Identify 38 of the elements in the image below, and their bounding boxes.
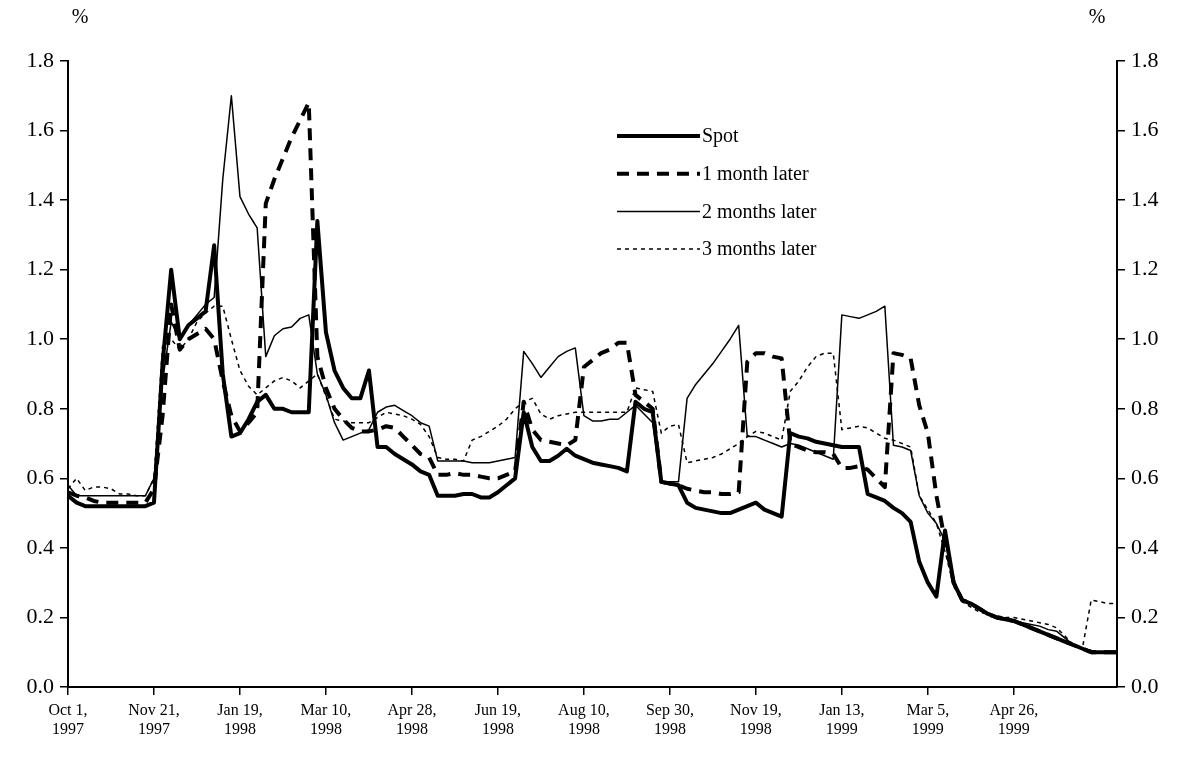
y2-tick-label: 1.2 <box>1131 255 1159 281</box>
y2-tick-label: 1.6 <box>1131 116 1159 142</box>
y2-tick-label: 1.0 <box>1131 325 1159 350</box>
y-tick-label: 0.4 <box>26 533 54 559</box>
y2-axis-title: % <box>1088 5 1106 28</box>
y2-tick-label: 0.2 <box>1131 603 1159 629</box>
x-tick-label: Jan 19, 1998 <box>217 700 263 737</box>
x-tick-label: Mar 5, 1999 <box>906 700 950 737</box>
x-tick-label: Nov 21, 1997 <box>128 700 180 737</box>
x-tick-label: Jun 19, 1998 <box>474 700 522 737</box>
y2-tick-label: 0.4 <box>1131 533 1159 559</box>
x-tick-label: Oct 1, 1997 <box>48 700 88 737</box>
x-tick-label: Nov 19, 1998 <box>730 700 782 737</box>
x-tick-label: Apr 26, 1999 <box>989 700 1039 737</box>
y-axis-title: % <box>71 5 89 28</box>
y2-tick-label: 0.0 <box>1131 672 1159 698</box>
x-tick-label: Mar 10, 1998 <box>300 700 352 737</box>
y2-tick-label: 0.6 <box>1131 464 1159 490</box>
y-tick-label: 0.8 <box>26 394 54 420</box>
y2-tick-label: 1.8 <box>1131 46 1159 72</box>
y2-tick-label: 0.8 <box>1131 394 1159 420</box>
y-tick-label: 1.0 <box>26 325 54 350</box>
y-tick-label: 0.6 <box>26 464 54 490</box>
y-tick-label: 0.2 <box>26 603 54 629</box>
legend-label: Spot <box>702 124 740 148</box>
y-tick-label: 1.8 <box>26 46 54 72</box>
x-tick-label: Jan 13, 1999 <box>819 700 865 737</box>
legend-label: 2 months later <box>702 199 817 222</box>
legend-label: 3 months later <box>702 237 817 260</box>
y-tick-label: 1.6 <box>26 116 54 142</box>
y-tick-label: 0.0 <box>26 672 54 698</box>
y-tick-label: 1.4 <box>26 185 54 211</box>
legend-label: 1 month later <box>702 161 809 184</box>
x-tick-label: Aug 10, 1998 <box>558 700 610 737</box>
y2-tick-label: 1.4 <box>1131 185 1159 211</box>
y-tick-label: 1.2 <box>26 255 54 281</box>
x-tick-label: Apr 28, 1998 <box>387 700 437 737</box>
x-tick-label: Sep 30, 1998 <box>645 700 694 737</box>
